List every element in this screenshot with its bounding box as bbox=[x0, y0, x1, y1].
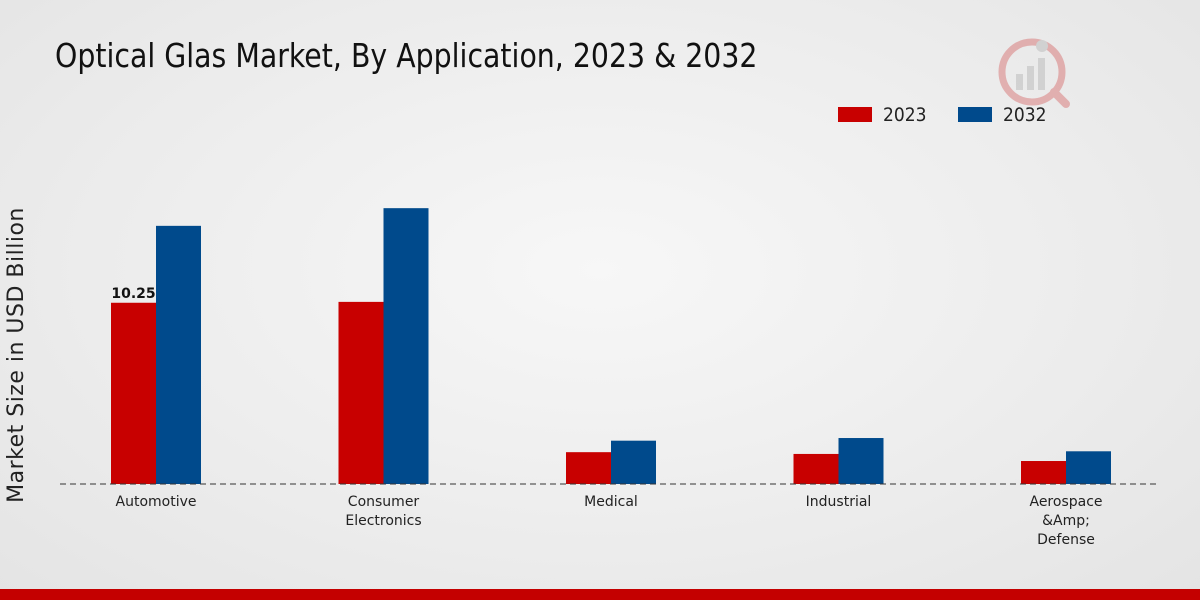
bar-2023-1 bbox=[338, 301, 384, 484]
bar-2023-2 bbox=[566, 452, 611, 484]
x-tick-label-line: Consumer bbox=[348, 494, 420, 510]
x-tick-label-line: Medical bbox=[584, 494, 638, 510]
x-tick-label-line: Aerospace bbox=[1029, 494, 1102, 510]
x-tick-label-line: Automotive bbox=[116, 494, 197, 510]
bar-2023-4 bbox=[1021, 461, 1066, 484]
legend-label-2032: 2032 bbox=[1003, 104, 1047, 126]
x-tick-label-0: Automotive bbox=[116, 494, 197, 510]
legend-label-2023: 2023 bbox=[883, 104, 927, 126]
bars-group bbox=[111, 208, 1111, 484]
data-labels: 10.25 bbox=[111, 286, 155, 302]
x-tick-label-1: Consumer Electronics bbox=[345, 494, 421, 529]
x-tick-label-line: Electronics bbox=[345, 513, 421, 529]
bar-2032-2 bbox=[611, 440, 656, 484]
bar-2023-0 bbox=[111, 302, 156, 484]
legend-swatch-2032 bbox=[958, 107, 992, 122]
chart-title: Optical Glas Market, By Application, 202… bbox=[55, 36, 758, 75]
bar-2032-4 bbox=[1066, 451, 1111, 484]
legend-swatch-2023 bbox=[838, 107, 872, 122]
data-label-0: 10.25 bbox=[111, 286, 155, 302]
x-tick-label-line: Industrial bbox=[806, 494, 872, 510]
bar-2023-3 bbox=[793, 453, 839, 484]
x-tick-label-4: Aerospace &Amp; Defense bbox=[1029, 494, 1102, 548]
x-tick-label-line: Defense bbox=[1037, 532, 1095, 548]
x-tick-label-3: Industrial bbox=[806, 494, 872, 510]
watermark-logo-icon bbox=[998, 38, 1070, 108]
x-tick-label-2: Medical bbox=[584, 494, 638, 510]
bottom-accent-bar bbox=[0, 589, 1200, 600]
bar-2032-0 bbox=[156, 225, 201, 484]
bar-2032-1 bbox=[383, 208, 429, 484]
x-tick-label-line: &Amp; bbox=[1042, 513, 1090, 529]
x-tick-labels: Automotive Consumer Electronics Medical Indu… bbox=[116, 494, 1103, 548]
bar-2032-3 bbox=[838, 438, 884, 484]
